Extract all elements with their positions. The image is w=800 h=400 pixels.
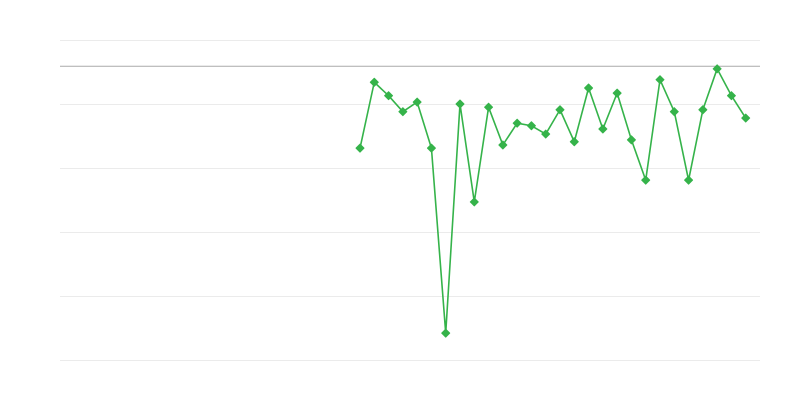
data-point (355, 143, 365, 153)
data-point (369, 77, 379, 87)
data-point (384, 91, 394, 101)
data-point (469, 197, 479, 207)
gridlines (60, 40, 760, 361)
data-point (684, 175, 694, 185)
data-point (512, 118, 522, 128)
data-point (498, 140, 508, 150)
data-point (412, 97, 422, 107)
data-point (598, 124, 608, 134)
data-point (626, 135, 636, 145)
data-point (669, 107, 679, 117)
data-point (555, 105, 565, 115)
data-point (541, 129, 551, 139)
data-point (569, 137, 579, 147)
data-point (584, 83, 594, 93)
data-point (441, 328, 451, 338)
data-point (426, 143, 436, 153)
data-point (612, 88, 622, 98)
data-point (726, 91, 736, 101)
series-line (359, 68, 747, 334)
data-point (484, 102, 494, 112)
data-point (398, 107, 408, 117)
data-point (641, 175, 651, 185)
data-point (698, 105, 708, 115)
data-point (526, 121, 536, 131)
data-point (741, 113, 751, 123)
data-point (655, 75, 665, 85)
data-point (455, 99, 465, 109)
series-group (355, 64, 751, 338)
data-point (712, 64, 722, 74)
